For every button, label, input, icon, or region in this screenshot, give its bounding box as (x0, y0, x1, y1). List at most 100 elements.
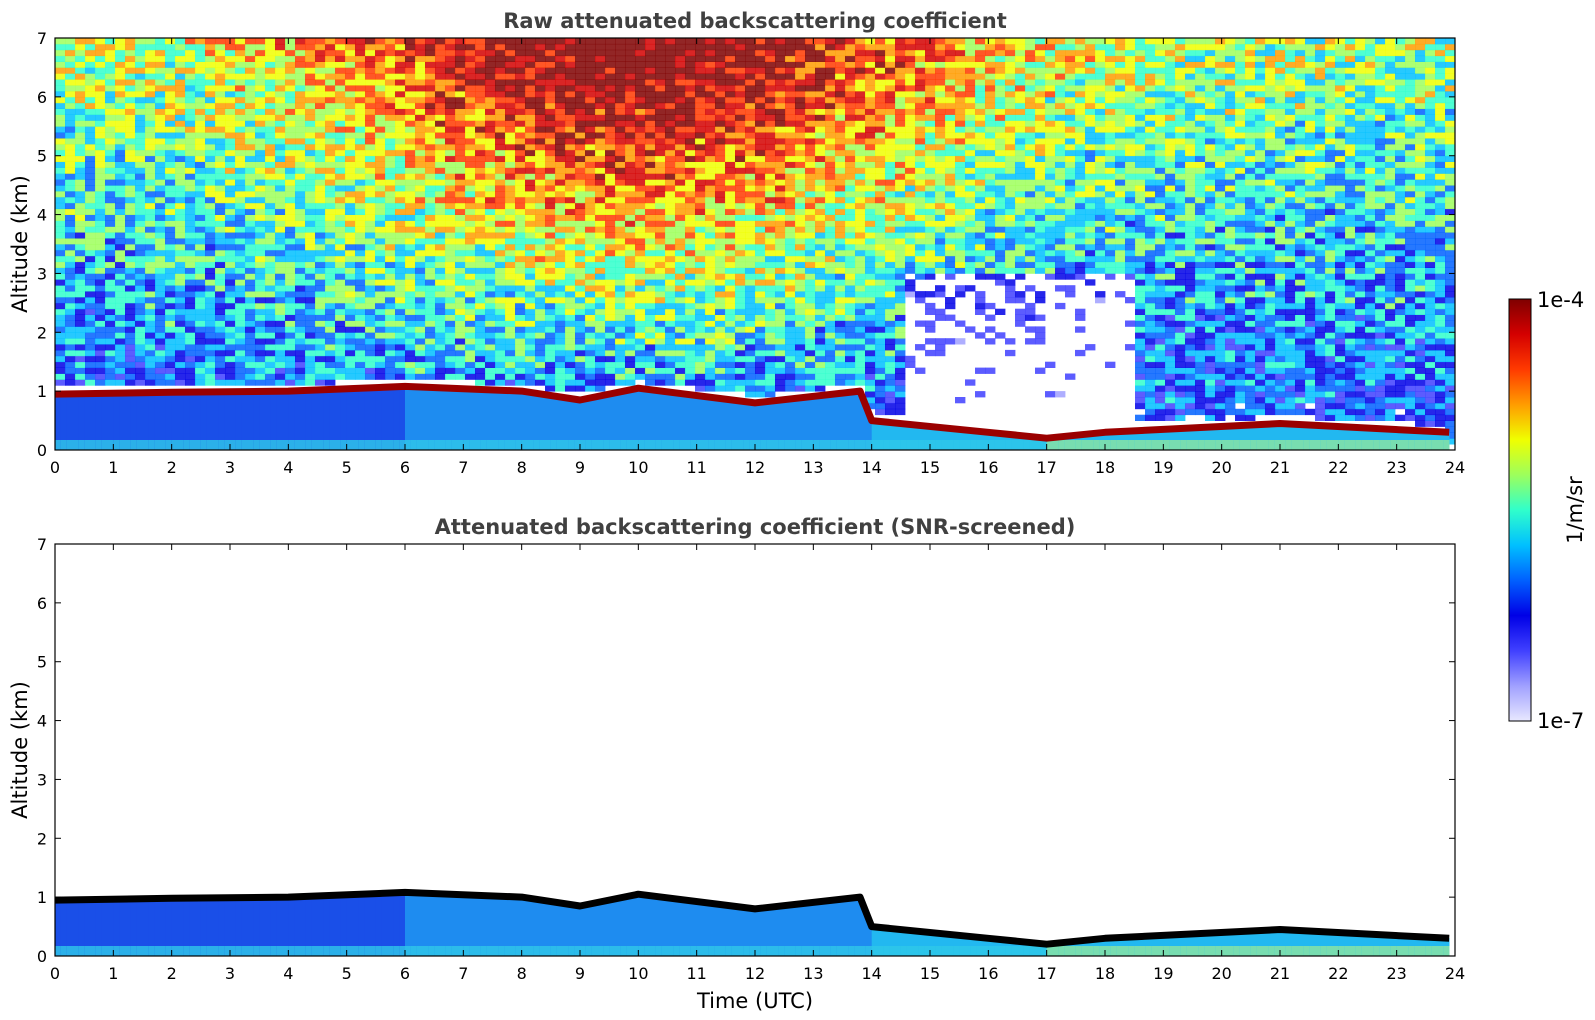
noise-cell (465, 202, 476, 210)
noise-cell (365, 238, 376, 245)
noise-cell (75, 185, 86, 192)
noise-cell (245, 202, 256, 210)
noise-cell (345, 267, 356, 274)
noise-cell (645, 255, 656, 263)
noise-cell (825, 238, 836, 245)
noise-cell (805, 143, 816, 151)
noise-cell (105, 314, 116, 321)
noise-cell (395, 73, 406, 80)
noise-cell (865, 43, 876, 51)
noise-cell (305, 161, 316, 168)
noise-cell (225, 320, 236, 327)
noise-cell (335, 96, 346, 104)
noise-cell (725, 267, 736, 274)
noise-cell (475, 67, 486, 74)
noise-cell (495, 179, 506, 186)
noise-cell (115, 108, 126, 115)
noise-cell (705, 338, 716, 345)
noise-cell (445, 220, 456, 227)
noise-cell (305, 143, 316, 151)
noise-cell (555, 308, 566, 315)
noise-cell (885, 196, 896, 204)
noise-cell (765, 96, 776, 104)
noise-cell (835, 143, 846, 151)
noise-cell (865, 79, 876, 86)
noise-cell (65, 249, 76, 257)
noise-cell (135, 173, 146, 180)
noise-cell (675, 355, 686, 363)
noise-cell (735, 320, 746, 327)
noise-cell (535, 214, 546, 221)
noise-cell (865, 255, 876, 263)
noise-cell (335, 49, 346, 57)
noise-cell (355, 232, 366, 239)
noise-cell (165, 367, 176, 374)
noise-cell (885, 102, 896, 109)
noise-cell (175, 85, 186, 92)
noise-cell (785, 120, 796, 127)
noise-cell (785, 73, 796, 80)
noise-cell (75, 297, 86, 304)
noise-cell (715, 96, 726, 104)
noise-cell (605, 167, 616, 174)
noise-cell (875, 314, 886, 321)
noise-cell (75, 344, 86, 351)
noise-cell (75, 308, 86, 315)
noise-cell (375, 361, 386, 368)
noise-cell (525, 185, 536, 192)
noise-cell (705, 173, 716, 180)
noise-cell (625, 49, 636, 57)
noise-cell (295, 238, 306, 245)
noise-cell (615, 49, 626, 57)
noise-cell (585, 132, 596, 139)
noise-cell (735, 297, 746, 304)
noise-cell (375, 191, 386, 198)
noise-cell (95, 308, 106, 315)
noise-cell (85, 332, 96, 339)
noise-cell (375, 302, 386, 310)
noise-cell (855, 167, 866, 174)
noise-cell (265, 91, 276, 98)
noise-cell (735, 38, 746, 45)
noise-cell (575, 214, 586, 221)
noise-cell (315, 355, 326, 363)
noise-cell (535, 320, 546, 327)
noise-cell (285, 308, 296, 315)
noise-cell (55, 126, 66, 133)
noise-cell (205, 132, 216, 139)
noise-cell (625, 238, 636, 245)
noise-cell (875, 161, 886, 168)
noise-cell (405, 155, 416, 162)
noise-cell (145, 96, 156, 104)
noise-cell (755, 255, 766, 263)
noise-cell (555, 138, 566, 145)
noise-cell (725, 367, 736, 374)
noise-cell (85, 108, 96, 115)
noise-cell (375, 114, 386, 121)
noise-cell (645, 302, 656, 310)
noise-cell (75, 226, 86, 233)
noise-cell (595, 349, 606, 357)
noise-cell (865, 361, 876, 368)
noise-cell (655, 126, 666, 133)
noise-cell (365, 232, 376, 239)
noise-cell (665, 179, 676, 186)
noise-cell (175, 149, 186, 157)
noise-cell (795, 55, 806, 62)
noise-cell (715, 267, 726, 274)
noise-cell (735, 167, 746, 174)
noise-cell (465, 114, 476, 121)
noise-cell (745, 143, 756, 151)
noise-cell (505, 232, 516, 239)
noise-cell (745, 285, 756, 292)
noise-cell (615, 138, 626, 145)
noise-cell (285, 85, 296, 92)
noise-cell (255, 143, 266, 151)
noise-cell (875, 379, 886, 386)
noise-cell (55, 61, 66, 68)
noise-cell (635, 155, 646, 162)
noise-cell (315, 226, 326, 233)
noise-cell (685, 55, 696, 62)
noise-cell (295, 355, 306, 363)
